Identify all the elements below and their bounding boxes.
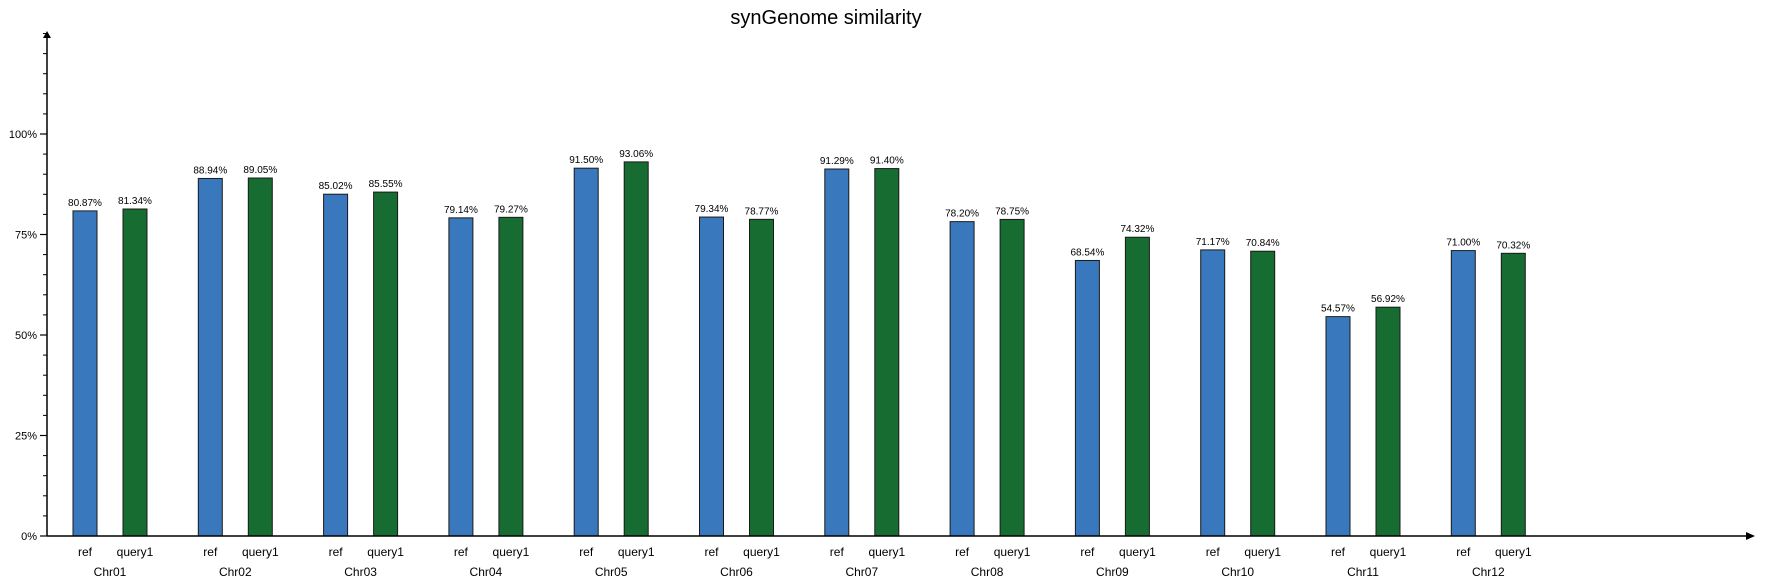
- bar-query1-Chr08: [999, 218, 1025, 537]
- bar-ref-Chr04: [448, 217, 474, 537]
- bar-value-label: 79.27%: [494, 204, 528, 215]
- series-tick-label: ref: [830, 545, 845, 559]
- bar-ref-Chr12: [1450, 250, 1476, 537]
- series-tick-label: ref: [1331, 545, 1346, 559]
- series-tick-label: ref: [329, 545, 344, 559]
- series-tick-label: ref: [1456, 545, 1471, 559]
- bar-value-label: 68.54%: [1070, 247, 1104, 258]
- category-label: Chr10: [1221, 565, 1254, 579]
- bar-query1-Chr05: [623, 161, 649, 537]
- series-tick-label: query1: [1119, 545, 1156, 559]
- series-tick-label: query1: [117, 545, 154, 559]
- series-tick-label: ref: [579, 545, 594, 559]
- bar-value-label: 70.84%: [1246, 238, 1280, 249]
- bar-value-label: 79.34%: [695, 204, 729, 215]
- bar-ref-Chr01: [72, 210, 98, 537]
- bar-value-label: 79.14%: [444, 205, 478, 216]
- series-tick-label: query1: [743, 545, 780, 559]
- bar-query1-Chr09: [1124, 236, 1150, 537]
- series-tick-label: ref: [955, 545, 970, 559]
- y-tick-label: 50%: [15, 330, 37, 342]
- bar-ref-Chr03: [323, 193, 349, 537]
- bar-series: [72, 161, 1526, 537]
- category-label: Chr08: [971, 565, 1004, 579]
- bar-value-label: 78.20%: [945, 209, 979, 220]
- y-tick-label: 25%: [15, 431, 37, 443]
- bar-ref-Chr10: [1200, 249, 1226, 537]
- series-tick-label: ref: [454, 545, 469, 559]
- series-tick-label: query1: [367, 545, 404, 559]
- bar-query1-Chr01: [122, 208, 148, 537]
- series-tick-label: query1: [1244, 545, 1281, 559]
- bar-value-label: 56.92%: [1371, 294, 1405, 305]
- bar-ref-Chr09: [1074, 259, 1100, 537]
- bar-ref-Chr11: [1325, 316, 1351, 537]
- series-tick-label: ref: [704, 545, 719, 559]
- bar-labels: 80.87% ref 81.34% query1 Chr01 88.94% ref 89.05…: [68, 149, 1532, 579]
- y-axis-arrow: [43, 31, 51, 38]
- category-label: Chr06: [720, 565, 753, 579]
- series-tick-label: query1: [242, 545, 279, 559]
- category-label: Chr01: [94, 565, 127, 579]
- category-label: Chr04: [470, 565, 503, 579]
- chart-title: synGenome similarity: [730, 7, 921, 29]
- series-tick-label: query1: [868, 545, 905, 559]
- series-tick-label: query1: [618, 545, 655, 559]
- bar-value-label: 93.06%: [619, 149, 653, 160]
- bar-value-label: 91.40%: [870, 156, 904, 167]
- bar-value-label: 85.55%: [369, 179, 403, 190]
- bar-query1-Chr07: [874, 168, 900, 537]
- bar-query1-Chr06: [749, 218, 774, 537]
- bar-value-label: 89.05%: [243, 165, 277, 176]
- bar-value-label: 81.34%: [118, 196, 152, 207]
- bar-value-label: 74.32%: [1120, 224, 1154, 235]
- bar-query1-Chr12: [1500, 252, 1526, 537]
- bar-ref-Chr02: [197, 177, 223, 537]
- bar-query1-Chr10: [1250, 250, 1276, 537]
- category-label: Chr11: [1347, 565, 1379, 579]
- bar-query1-Chr04: [498, 216, 524, 537]
- y-tick-label: 0%: [21, 531, 37, 543]
- series-tick-label: ref: [203, 545, 218, 559]
- category-label: Chr12: [1472, 565, 1505, 579]
- bar-value-label: 71.00%: [1446, 238, 1480, 249]
- y-tick-label: 100%: [9, 129, 37, 141]
- y-axis-major-ticks: 0% 25% 50% 75% 100%: [9, 129, 47, 543]
- category-label: Chr07: [845, 565, 878, 579]
- category-label: Chr03: [344, 565, 377, 579]
- series-tick-label: query1: [493, 545, 530, 559]
- series-tick-label: query1: [994, 545, 1031, 559]
- category-label: Chr02: [219, 565, 252, 579]
- bar-value-label: 54.57%: [1321, 304, 1355, 315]
- series-tick-label: ref: [1206, 545, 1221, 559]
- bar-query1-Chr03: [373, 191, 399, 537]
- series-tick-label: query1: [1370, 545, 1407, 559]
- series-tick-label: query1: [1495, 545, 1532, 559]
- bar-ref-Chr06: [699, 216, 724, 537]
- bar-value-label: 88.94%: [193, 165, 227, 176]
- y-tick-label: 75%: [15, 230, 37, 242]
- bar-ref-Chr08: [949, 221, 975, 537]
- bar-value-label: 78.77%: [745, 206, 779, 217]
- bar-value-label: 85.02%: [319, 181, 353, 192]
- bar-query1-Chr11: [1375, 306, 1401, 537]
- bar-ref-Chr05: [573, 167, 599, 537]
- category-label: Chr09: [1096, 565, 1129, 579]
- bar-value-label: 91.29%: [820, 156, 854, 167]
- bar-query1-Chr02: [247, 177, 273, 537]
- series-tick-label: ref: [1080, 545, 1095, 559]
- bar-value-label: 80.87%: [68, 198, 102, 209]
- bar-value-label: 91.50%: [569, 155, 603, 166]
- bar-value-label: 71.17%: [1196, 237, 1230, 248]
- bar-value-label: 78.75%: [995, 206, 1029, 217]
- x-axis-arrow: [1746, 532, 1755, 540]
- category-label: Chr05: [595, 565, 628, 579]
- bar-value-label: 70.32%: [1496, 240, 1530, 251]
- bar-ref-Chr07: [824, 168, 850, 537]
- series-tick-label: ref: [78, 545, 93, 559]
